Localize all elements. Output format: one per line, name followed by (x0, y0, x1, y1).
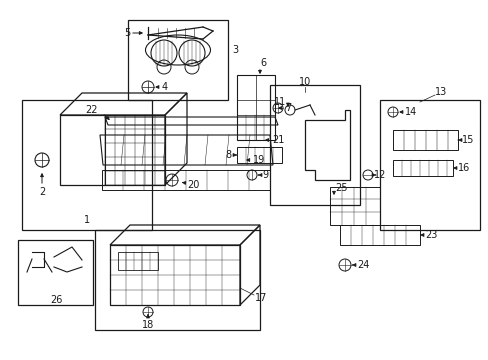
Text: 17: 17 (254, 293, 267, 303)
Text: 18: 18 (142, 320, 154, 330)
Text: 20: 20 (186, 180, 199, 190)
Bar (379, 100, 479, 230)
Text: 3: 3 (231, 45, 238, 55)
Bar (22, 100, 152, 230)
Bar (329, 187, 379, 225)
Bar (110, 245, 240, 305)
Bar (237, 147, 282, 163)
Text: 22: 22 (85, 105, 98, 115)
Text: 11: 11 (273, 97, 285, 107)
Text: 14: 14 (404, 107, 416, 117)
Text: 13: 13 (434, 87, 447, 97)
Bar (237, 75, 274, 140)
Text: 15: 15 (461, 135, 473, 145)
Bar (60, 115, 164, 185)
Text: 8: 8 (225, 150, 231, 160)
Text: 26: 26 (50, 295, 62, 305)
Bar (95, 230, 260, 330)
Bar (18, 240, 93, 305)
Text: 9: 9 (262, 170, 267, 180)
Text: 2: 2 (39, 187, 45, 197)
Bar (392, 160, 452, 176)
Text: 23: 23 (424, 230, 436, 240)
Text: 19: 19 (252, 155, 264, 165)
Text: 6: 6 (260, 58, 265, 68)
Text: 21: 21 (271, 135, 284, 145)
Text: 24: 24 (356, 260, 368, 270)
Text: 10: 10 (298, 77, 310, 87)
Bar (269, 85, 359, 205)
Text: 7: 7 (285, 103, 291, 113)
Bar (392, 130, 457, 150)
Text: 1: 1 (84, 215, 90, 225)
Text: 4: 4 (162, 82, 168, 92)
Bar (102, 170, 269, 190)
Text: 12: 12 (373, 170, 386, 180)
Text: 16: 16 (457, 163, 469, 173)
Bar (128, 20, 227, 100)
Text: 5: 5 (123, 28, 130, 38)
Bar (118, 252, 158, 270)
Bar (339, 225, 419, 245)
Text: 25: 25 (334, 183, 347, 193)
